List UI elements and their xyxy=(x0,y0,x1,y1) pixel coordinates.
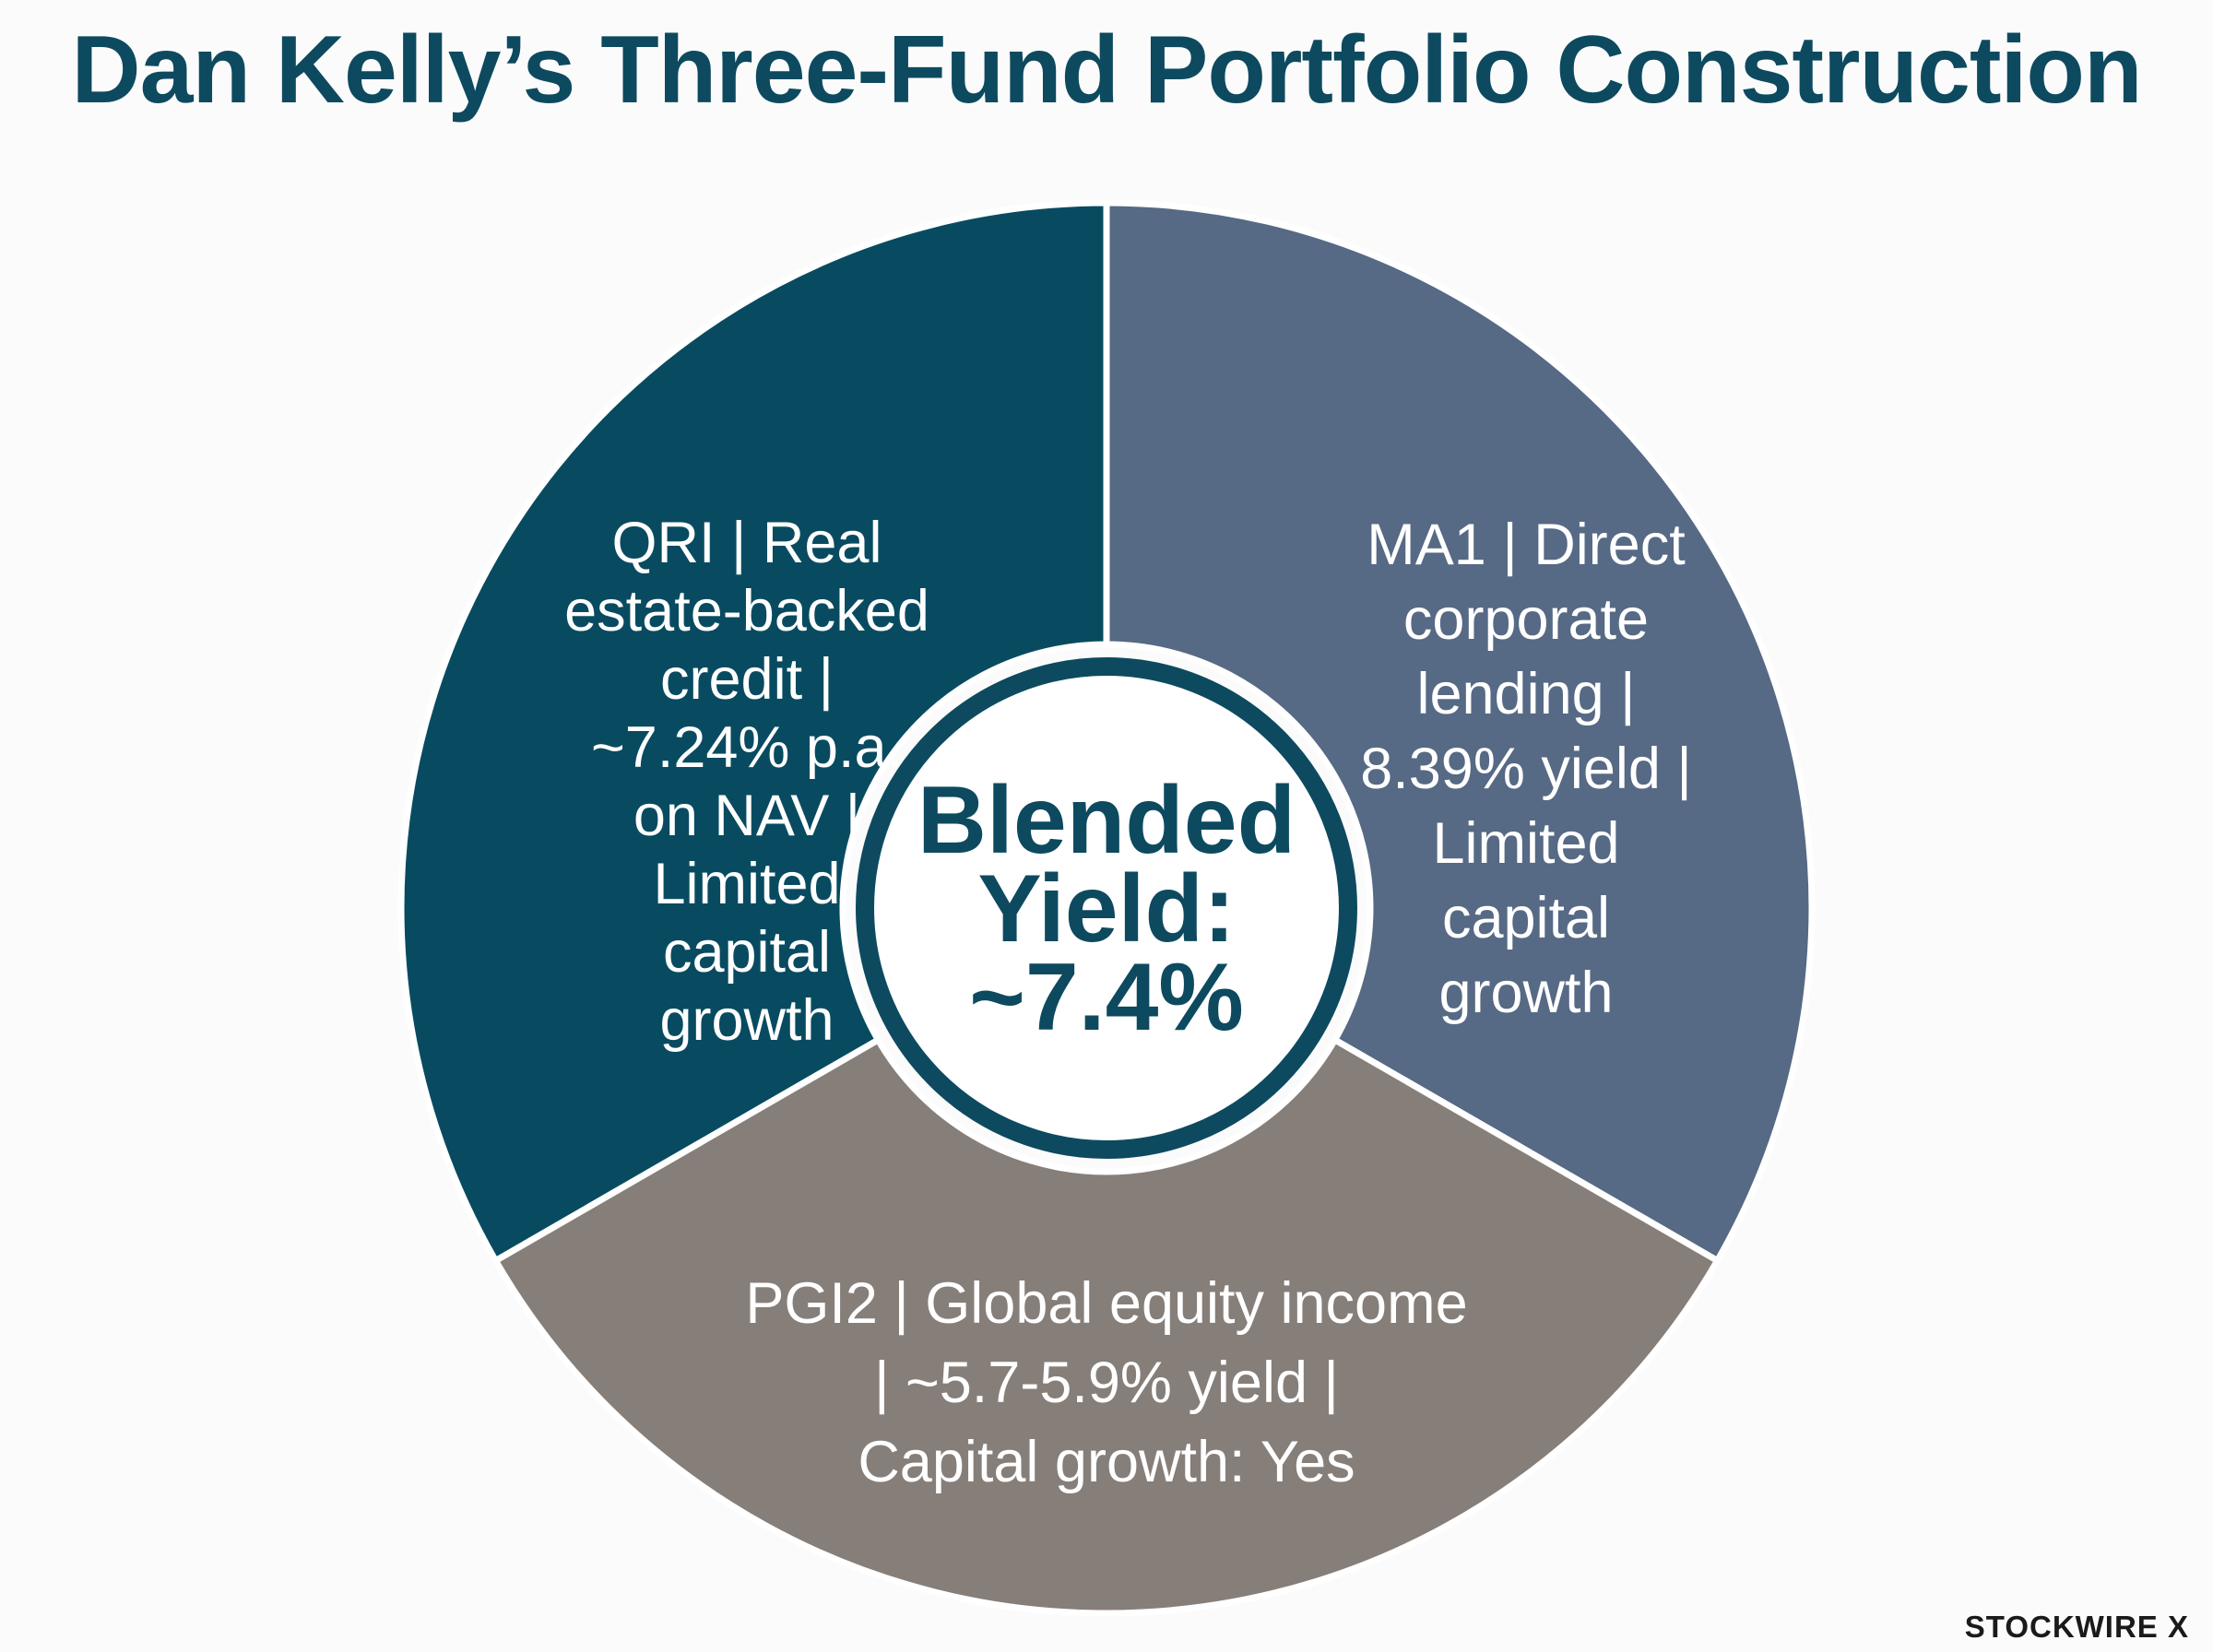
slice-pgi2 xyxy=(491,1035,1722,1617)
slice-ma1-label-line: Limited xyxy=(1432,811,1619,876)
slice-ma1-label-line: 8.39% yield | xyxy=(1360,737,1692,801)
slice-qri-label-line: Limited xyxy=(653,852,840,916)
center-label-line: Blended xyxy=(917,767,1296,874)
chart-title: Dan Kelly’s Three-Fund Portfolio Constru… xyxy=(71,17,2143,124)
slice-qri-label-line: on NAV | xyxy=(633,784,860,848)
slice-ma1-label-line: corporate xyxy=(1403,587,1649,652)
slice-pgi2-label-line: | ~5.7-5.9% yield | xyxy=(874,1351,1339,1415)
center-ring xyxy=(856,657,1357,1159)
slice-pgi2-label-line: Capital growth: Yes xyxy=(858,1430,1355,1494)
slice-qri-label-line: growth xyxy=(659,988,834,1053)
slice-ma1-label-line: MA1 | Direct xyxy=(1367,513,1686,577)
slice-qri-label-line: QRI | Real xyxy=(612,511,882,575)
slice-ma1-label-line: lending | xyxy=(1416,662,1635,726)
slice-ma1-label-line: capital xyxy=(1442,886,1610,950)
stockwire-logo: STOCKWIRE X xyxy=(1964,1610,2189,1644)
slice-qri-label-line: estate-backed xyxy=(564,579,929,643)
slice-pgi2-label-line: PGI2 | Global equity income xyxy=(745,1271,1467,1336)
slice-qri-label-line: ~7.24% p.a. xyxy=(591,715,903,780)
center-label-line: ~7.4% xyxy=(969,944,1244,1051)
slice-qri-label-line: capital xyxy=(663,920,831,985)
slice-qri-label-line: credit | xyxy=(660,647,834,712)
slice-ma1-label-line: growth xyxy=(1438,961,1613,1025)
pie-slices xyxy=(397,199,1816,1617)
slice-qri xyxy=(397,199,1110,1266)
center-label-line: Yield: xyxy=(977,856,1235,962)
slice-ma1 xyxy=(1103,199,1816,1266)
